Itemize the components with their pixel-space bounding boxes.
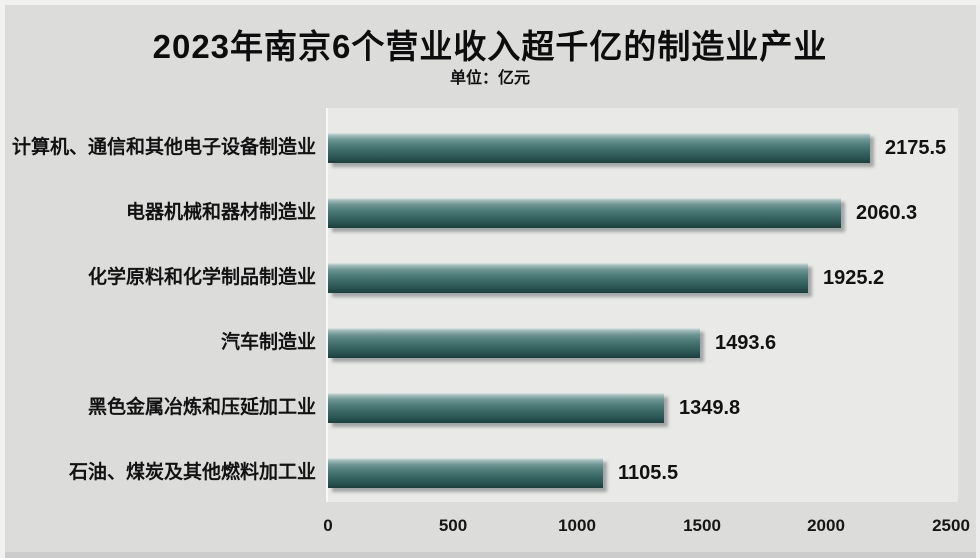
value-label: 1493.6 xyxy=(715,332,777,354)
chart-subtitle: 单位：亿元 xyxy=(449,70,530,87)
category-label: 化学原料和化学制品制造业 xyxy=(87,267,316,288)
x-axis-tick-label: 2000 xyxy=(807,516,845,535)
x-axis-tick-label: 0 xyxy=(323,516,333,535)
value-label: 1925.2 xyxy=(823,267,885,289)
category-label: 石油、煤炭及其他燃料加工业 xyxy=(68,462,316,483)
category-label: 计算机、通信和其他电子设备制造业 xyxy=(11,137,316,158)
value-label: 1349.8 xyxy=(679,397,741,419)
category-label: 电器机械和器材制造业 xyxy=(125,202,316,223)
x-axis-tick-label: 500 xyxy=(438,516,468,535)
bar xyxy=(328,198,841,228)
value-label: 1105.5 xyxy=(618,462,679,484)
value-label: 2060.3 xyxy=(856,202,918,224)
x-axis-tick-label: 1000 xyxy=(558,516,596,535)
x-axis-tick-label: 1500 xyxy=(683,516,721,535)
bar xyxy=(328,263,808,293)
bar xyxy=(328,133,870,163)
bar xyxy=(328,458,603,488)
plot-area xyxy=(326,108,958,502)
category-label: 汽车制造业 xyxy=(220,332,316,353)
category-label: 黑色金属冶炼和压延加工业 xyxy=(87,397,316,418)
bar xyxy=(328,328,700,358)
chart-title: 2023年南京6个营业收入超千亿的制造业产业 xyxy=(152,28,828,65)
bar xyxy=(328,393,664,423)
x-axis-tick-label: 2500 xyxy=(932,516,970,535)
value-label: 2175.5 xyxy=(885,137,947,159)
